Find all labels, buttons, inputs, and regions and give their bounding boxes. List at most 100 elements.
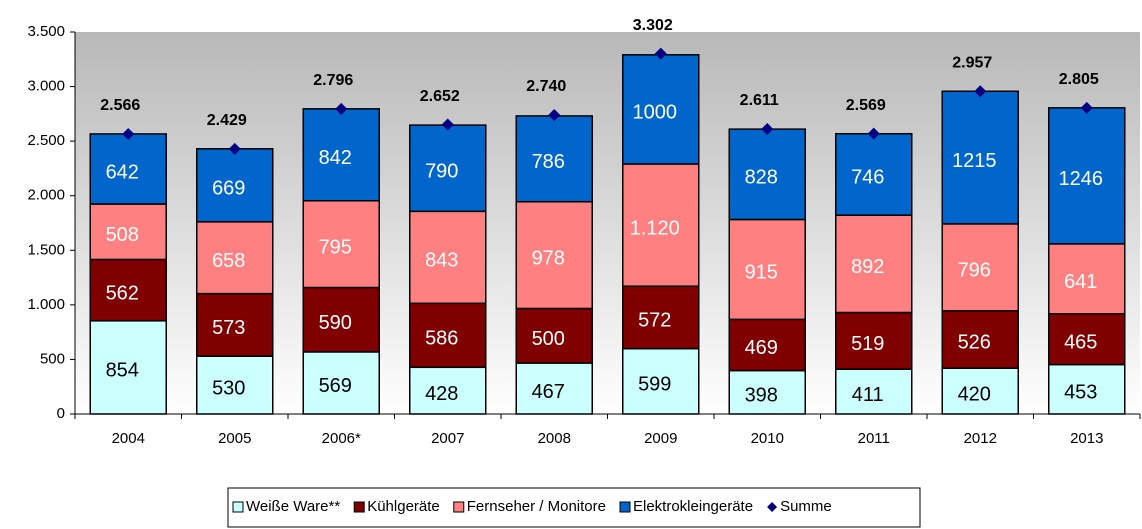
- bar-segment: [302, 108, 380, 202]
- segment-label: 1215: [952, 150, 997, 172]
- total-label: 2.957: [952, 54, 992, 71]
- bar-segment: [89, 320, 167, 415]
- bar-segment: [728, 318, 806, 372]
- segment-label: 599: [638, 374, 671, 396]
- total-marker: [441, 118, 454, 131]
- segment-label: 526: [958, 332, 991, 354]
- bar-segment: [622, 54, 700, 165]
- total-marker: [654, 47, 667, 60]
- x-tick-label: 2007: [431, 430, 464, 447]
- bar-segment: [196, 292, 274, 357]
- segment-label: 586: [425, 328, 458, 350]
- y-tick-label: 1.500: [27, 241, 65, 258]
- segment-label: 508: [106, 224, 139, 246]
- bar-segment: [941, 310, 1019, 369]
- total-marker: [228, 142, 241, 155]
- bar-segment: [196, 148, 274, 223]
- segment-label: 411: [852, 384, 884, 406]
- total-label: 2.566: [100, 97, 140, 114]
- segment-label: 530: [212, 377, 245, 399]
- x-tick-label: 2008: [538, 430, 571, 447]
- segment-label: 641: [1064, 271, 1097, 293]
- segment-label: 500: [532, 328, 565, 350]
- bar-segment: [835, 311, 913, 370]
- segment-label: 828: [745, 167, 778, 189]
- bar-segment: [302, 286, 380, 353]
- segment-label: 795: [319, 236, 352, 258]
- y-tick-label: 3.500: [27, 23, 65, 40]
- total-label: 2.569: [846, 97, 886, 114]
- legend-swatch: [619, 501, 631, 513]
- segment-label: 1000: [633, 102, 678, 124]
- segment-label: 569: [319, 375, 352, 397]
- y-tick-label: 500: [40, 350, 65, 367]
- segment-label: 398: [745, 385, 778, 407]
- y-tick-label: 2.500: [27, 132, 65, 149]
- bar-segment: [409, 302, 487, 369]
- segment-label: 642: [106, 161, 139, 183]
- x-tick-label: 2011: [858, 430, 890, 447]
- segment-label: 572: [638, 310, 671, 332]
- segment-label: 519: [851, 333, 884, 355]
- bar-segment: [409, 210, 487, 305]
- segment-label: 786: [532, 151, 565, 173]
- bar-segment: [941, 367, 1019, 415]
- segment-label: 1246: [1059, 168, 1104, 190]
- bar-segment: [941, 223, 1019, 312]
- bar-segment: [409, 366, 487, 415]
- total-marker: [867, 127, 880, 140]
- y-tick-label: 2.000: [27, 187, 65, 204]
- segment-label: 590: [319, 312, 352, 334]
- legend-label: Fernseher / Monitore: [467, 498, 606, 515]
- total-label: 3.302: [633, 17, 673, 34]
- bar-segment: [302, 199, 380, 289]
- total-label: 2.429: [207, 112, 247, 129]
- bar-segment: [622, 347, 700, 415]
- bar-segment: [941, 90, 1019, 225]
- bar-segment: [196, 221, 274, 295]
- legend-label: Summe: [780, 498, 832, 515]
- bar-segment: [835, 214, 913, 314]
- legend-swatch: [353, 501, 365, 513]
- segment-label: 854: [106, 360, 139, 382]
- bar-segment: [1048, 107, 1126, 245]
- segment-label: 978: [532, 247, 565, 269]
- x-tick-label: 2013: [1070, 430, 1103, 447]
- legend-label: Elektrokleingeräte: [633, 498, 753, 515]
- segment-label: 465: [1064, 331, 1097, 353]
- total-label: 2.796: [313, 72, 353, 89]
- segment-label: 669: [212, 178, 245, 200]
- segment-label: 843: [425, 250, 458, 272]
- y-tick-label: 0: [57, 405, 65, 422]
- segment-label: 453: [1064, 382, 1097, 404]
- segment-label: 1.120: [630, 217, 680, 239]
- total-label: 2.805: [1059, 71, 1099, 88]
- total-label: 2.740: [526, 78, 566, 95]
- total-marker: [548, 108, 561, 121]
- total-marker: [761, 123, 774, 136]
- bar-segment: [515, 115, 593, 203]
- segment-label: 562: [106, 282, 139, 304]
- legend-box: [227, 487, 921, 528]
- segment-label: 746: [851, 167, 884, 189]
- bar-segment: [728, 369, 806, 415]
- segment-label: 915: [745, 262, 778, 284]
- segment-label: 467: [532, 381, 565, 403]
- segment-label: 573: [212, 317, 245, 339]
- x-tick-label: 2006*: [322, 430, 361, 447]
- bar-segment: [1048, 313, 1126, 366]
- total-label: 2.611: [740, 92, 779, 109]
- segment-label: 420: [958, 383, 991, 405]
- segment-label: 469: [745, 337, 778, 359]
- x-tick-label: 2009: [644, 430, 677, 447]
- y-tick-label: 3.000: [27, 78, 65, 95]
- segment-label: 790: [425, 160, 458, 182]
- x-tick-label: 2004: [112, 430, 145, 447]
- bar-segment: [302, 351, 380, 415]
- bar-segment: [728, 218, 806, 321]
- total-marker: [974, 85, 987, 98]
- bar-segment: [1048, 243, 1126, 315]
- total-marker: [122, 127, 135, 140]
- bar-segment: [622, 285, 700, 350]
- legend-label: Weiße Ware**: [246, 498, 340, 515]
